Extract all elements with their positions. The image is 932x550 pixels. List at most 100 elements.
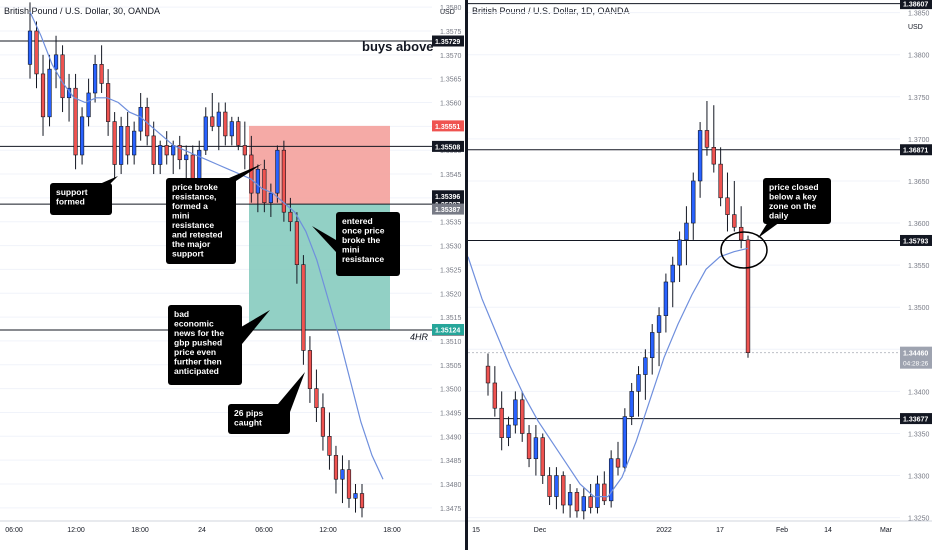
price-tick-label: 1.3750 bbox=[908, 95, 930, 102]
price-closed-callout-text: zone on the bbox=[769, 201, 816, 211]
price-tick-label: 1.3300 bbox=[908, 474, 930, 481]
stop-loss-zone bbox=[249, 125, 390, 205]
candle-body bbox=[615, 458, 621, 468]
price-line-badge-text: 1.35793 bbox=[903, 238, 928, 245]
candle-body bbox=[262, 168, 267, 203]
price-tick-label: 1.3505 bbox=[440, 363, 462, 370]
price-badge-text: 1.35387 bbox=[435, 207, 460, 214]
candle-body bbox=[203, 116, 208, 151]
timeframe-label: 4HR bbox=[410, 332, 429, 342]
chart-divider[interactable] bbox=[465, 0, 468, 550]
candle-body bbox=[636, 374, 641, 392]
candle-body bbox=[574, 492, 580, 512]
price-badge-text: 1.35396 bbox=[435, 194, 460, 201]
price-line-badge bbox=[900, 144, 932, 156]
candle-body bbox=[40, 73, 46, 118]
candle-body bbox=[725, 197, 730, 215]
candle-body bbox=[513, 399, 518, 426]
price-tick-label: 1.3520 bbox=[440, 291, 462, 298]
time-tick-label: 24 bbox=[198, 527, 206, 534]
price-tick-label: 1.3580 bbox=[440, 5, 462, 12]
candle-body bbox=[223, 111, 228, 137]
right-horizontal-lines bbox=[468, 3, 900, 420]
entered-callout-box bbox=[336, 212, 400, 276]
price-closed-callout-text: below a key bbox=[769, 192, 817, 202]
price-tick-label: 1.3600 bbox=[908, 221, 930, 228]
candle-body bbox=[581, 496, 586, 512]
price-tick-label: 1.3575 bbox=[440, 29, 462, 36]
candle-body bbox=[643, 357, 648, 375]
pips-caught-callout-pointer bbox=[278, 372, 305, 412]
current-price-text: 1.34460 bbox=[903, 351, 928, 358]
price-tick-label: 1.3500 bbox=[908, 305, 930, 312]
broke-resistance-callout-text: resistance bbox=[172, 220, 214, 230]
candle-body bbox=[346, 469, 352, 499]
candle-body bbox=[53, 54, 59, 70]
candle-body bbox=[171, 145, 176, 156]
candle-body bbox=[151, 135, 156, 165]
bad-news-callout-text: economic bbox=[174, 319, 214, 329]
time-tick-label: Dec bbox=[534, 527, 547, 534]
bad-news-callout-text: further then bbox=[174, 357, 222, 367]
pips-caught-callout-text: 26 pips bbox=[234, 408, 264, 418]
left-chart-30m[interactable]: British Pound / U.S. Dollar, 30, OANDA U… bbox=[0, 0, 465, 550]
left-time-axis: 06:00 12:00 18:00 24 06:00 12:00 18:00 bbox=[0, 520, 465, 534]
broke-resistance-callout-text: resistance, bbox=[172, 192, 216, 202]
candle-body bbox=[677, 239, 682, 266]
candle-body bbox=[242, 145, 247, 156]
entered-callout-text: mini bbox=[342, 245, 359, 255]
time-tick-label: Mar bbox=[880, 527, 893, 534]
price-line-badge-text: 1.35508 bbox=[435, 144, 460, 151]
candle-body bbox=[595, 483, 600, 508]
price-tick-label: 1.3530 bbox=[440, 244, 462, 251]
time-tick-label: 18:00 bbox=[131, 527, 149, 534]
candle-body bbox=[119, 126, 124, 165]
candle-body bbox=[602, 483, 607, 502]
candle-body bbox=[138, 106, 143, 132]
price-tick-label: 1.3565 bbox=[440, 77, 462, 84]
right-price-axis: USD 1.3850 1.3800 1.3750 1.3700 1.3650 1.3600… bbox=[900, 0, 932, 523]
candle-body bbox=[327, 436, 332, 456]
candle-body bbox=[697, 130, 703, 182]
candle-body bbox=[333, 455, 339, 480]
candle-body bbox=[73, 87, 78, 156]
price-closed-callout-text: price closed bbox=[769, 182, 819, 192]
right-chart-title: British Pound / U.S. Dollar, 1D, OANDA bbox=[472, 6, 630, 16]
candle-body bbox=[275, 149, 280, 194]
price-tick-label: 1.3550 bbox=[908, 263, 930, 270]
candle-body bbox=[650, 332, 655, 359]
price-tick-label: 1.3490 bbox=[440, 434, 462, 441]
candle-body bbox=[320, 407, 326, 437]
candle-body bbox=[93, 64, 98, 94]
candle-body bbox=[745, 239, 751, 353]
left-price-unit: USD bbox=[440, 9, 455, 16]
right-moving-average bbox=[468, 247, 749, 498]
broke-resistance-callout-text: and retested bbox=[172, 230, 223, 240]
entered-callout-text: entered bbox=[342, 216, 373, 226]
time-tick-label: Feb bbox=[776, 527, 788, 534]
candle-body bbox=[506, 424, 511, 438]
broke-resistance-callout-text: support bbox=[172, 249, 204, 259]
price-tick-label: 1.3525 bbox=[440, 267, 462, 274]
candle-body bbox=[177, 145, 182, 161]
time-tick-label: 18:00 bbox=[383, 527, 401, 534]
bad-news-callout-text: gbp pushed bbox=[174, 338, 222, 348]
right-price-unit: USD bbox=[908, 24, 923, 31]
price-line-badge bbox=[432, 140, 464, 152]
right-chart-1d[interactable]: British Pound / U.S. Dollar, 1D, OANDA U… bbox=[468, 0, 932, 550]
time-tick-label: 15 bbox=[472, 527, 480, 534]
candle-body bbox=[656, 315, 662, 333]
price-tick-label: 1.3480 bbox=[440, 482, 462, 489]
bad-news-callout-pointer bbox=[236, 310, 270, 344]
candle-body bbox=[229, 121, 234, 137]
candle-body bbox=[608, 458, 614, 502]
candle-body bbox=[60, 54, 65, 99]
left-chart-title: British Pound / U.S. Dollar, 30, OANDA bbox=[4, 6, 160, 16]
pips-caught-callout-text: caught bbox=[234, 418, 262, 428]
moving-average-line bbox=[29, 11, 384, 480]
time-tick-label: 17 bbox=[716, 527, 724, 534]
price-line-badge bbox=[432, 35, 464, 47]
